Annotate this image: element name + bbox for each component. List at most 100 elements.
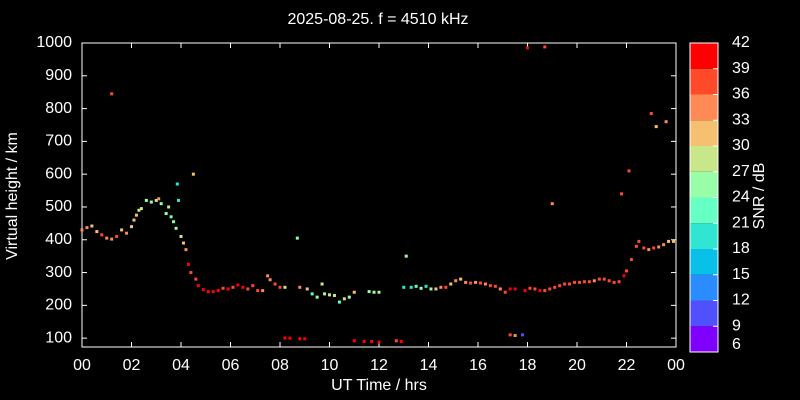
data-point [550,202,554,206]
colorbar-label: SNR / dB [751,163,768,230]
data-point [206,290,210,294]
x-tick-label: 20 [568,357,586,374]
data-point [454,279,458,283]
data-point [181,241,185,245]
data-point [528,286,532,290]
data-point [464,280,468,284]
colorbar-tick-label: 9 [732,317,741,334]
data-point [627,169,631,173]
data-point [85,226,89,230]
colorbar-bin [690,223,718,249]
data-point [298,337,302,341]
data-point [620,192,624,196]
colorbar-bin [690,68,718,95]
data-point [617,280,621,284]
data-point [149,200,153,204]
data-point [100,233,104,237]
data-point [90,224,94,228]
data-point [409,285,413,289]
colorbar-tick-label: 6 [732,336,741,353]
data-point [526,46,529,50]
data-point [474,280,478,284]
data-point [404,254,408,258]
data-point [607,279,611,283]
data-point [538,289,542,293]
data-point [273,282,277,286]
data-point [115,234,119,238]
data-point [174,226,178,230]
y-tick-label: 1000 [36,34,72,51]
y-tick-label: 800 [45,100,72,117]
data-point [625,269,628,273]
colorbar-tick-label: 24 [732,189,750,206]
data-point [139,207,143,211]
data-point [602,277,606,281]
colorbar-tick-label: 21 [732,214,750,231]
colorbar-bin [690,94,718,121]
x-tick-label: 00 [73,357,91,374]
data-point [459,277,463,281]
x-tick-label: 14 [420,357,438,374]
data-point [498,287,502,291]
data-point [622,274,626,278]
data-point [303,337,307,341]
data-point [521,333,525,337]
colorbar-tick-label: 39 [732,60,750,77]
data-point [493,284,497,288]
plot-frame [81,42,677,348]
data-point [241,285,245,289]
data-point [211,290,215,294]
colorbar-bin [690,171,718,198]
data-point [246,287,250,291]
data-point [110,237,114,241]
data-point [186,262,190,266]
data-point [95,230,99,234]
data-point [637,239,641,243]
data-point [399,339,403,343]
data-point [179,234,183,238]
data-point [352,290,356,294]
y-tick-label: 700 [45,133,72,150]
x-axis-label: UT Time / hrs [331,377,427,394]
colorbar-bin [690,146,718,172]
colorbar-tick-label: 12 [732,292,750,309]
data-point [132,218,136,222]
colorbar-bin [690,120,718,146]
data-point [169,215,173,219]
data-point [449,282,453,286]
data-point [105,236,109,240]
colorbar-bin [690,326,718,352]
data-point [134,213,138,217]
colorbar-tick-label: 33 [732,111,750,128]
colorbar-tick-label: 36 [732,86,750,103]
data-point [587,280,591,284]
y-tick-label: 300 [45,264,72,281]
y-tick-label: 600 [45,165,72,182]
data-point [469,281,473,285]
data-point [377,340,381,344]
data-point [251,284,255,288]
data-point [184,248,188,252]
x-tick-label: 10 [321,357,339,374]
data-point [295,236,299,240]
y-tick-label: 400 [45,231,72,248]
data-point [362,339,366,343]
colorbar-bin [690,249,718,275]
colorbar-tick-label: 15 [732,266,750,283]
chart-title: 2025-08-25. f = 4510 kHz [287,11,468,28]
data-point [231,285,235,289]
data-point [647,248,651,252]
data-point [558,284,562,288]
data-point [513,287,517,291]
colorbar-tick-label: 42 [732,34,750,51]
data-point [266,274,270,278]
data-point [236,283,240,287]
data-point [164,212,168,216]
data-point [120,228,124,232]
data-point [80,228,84,232]
data-point [652,246,656,250]
data-point [367,290,371,294]
data-point [553,285,557,289]
